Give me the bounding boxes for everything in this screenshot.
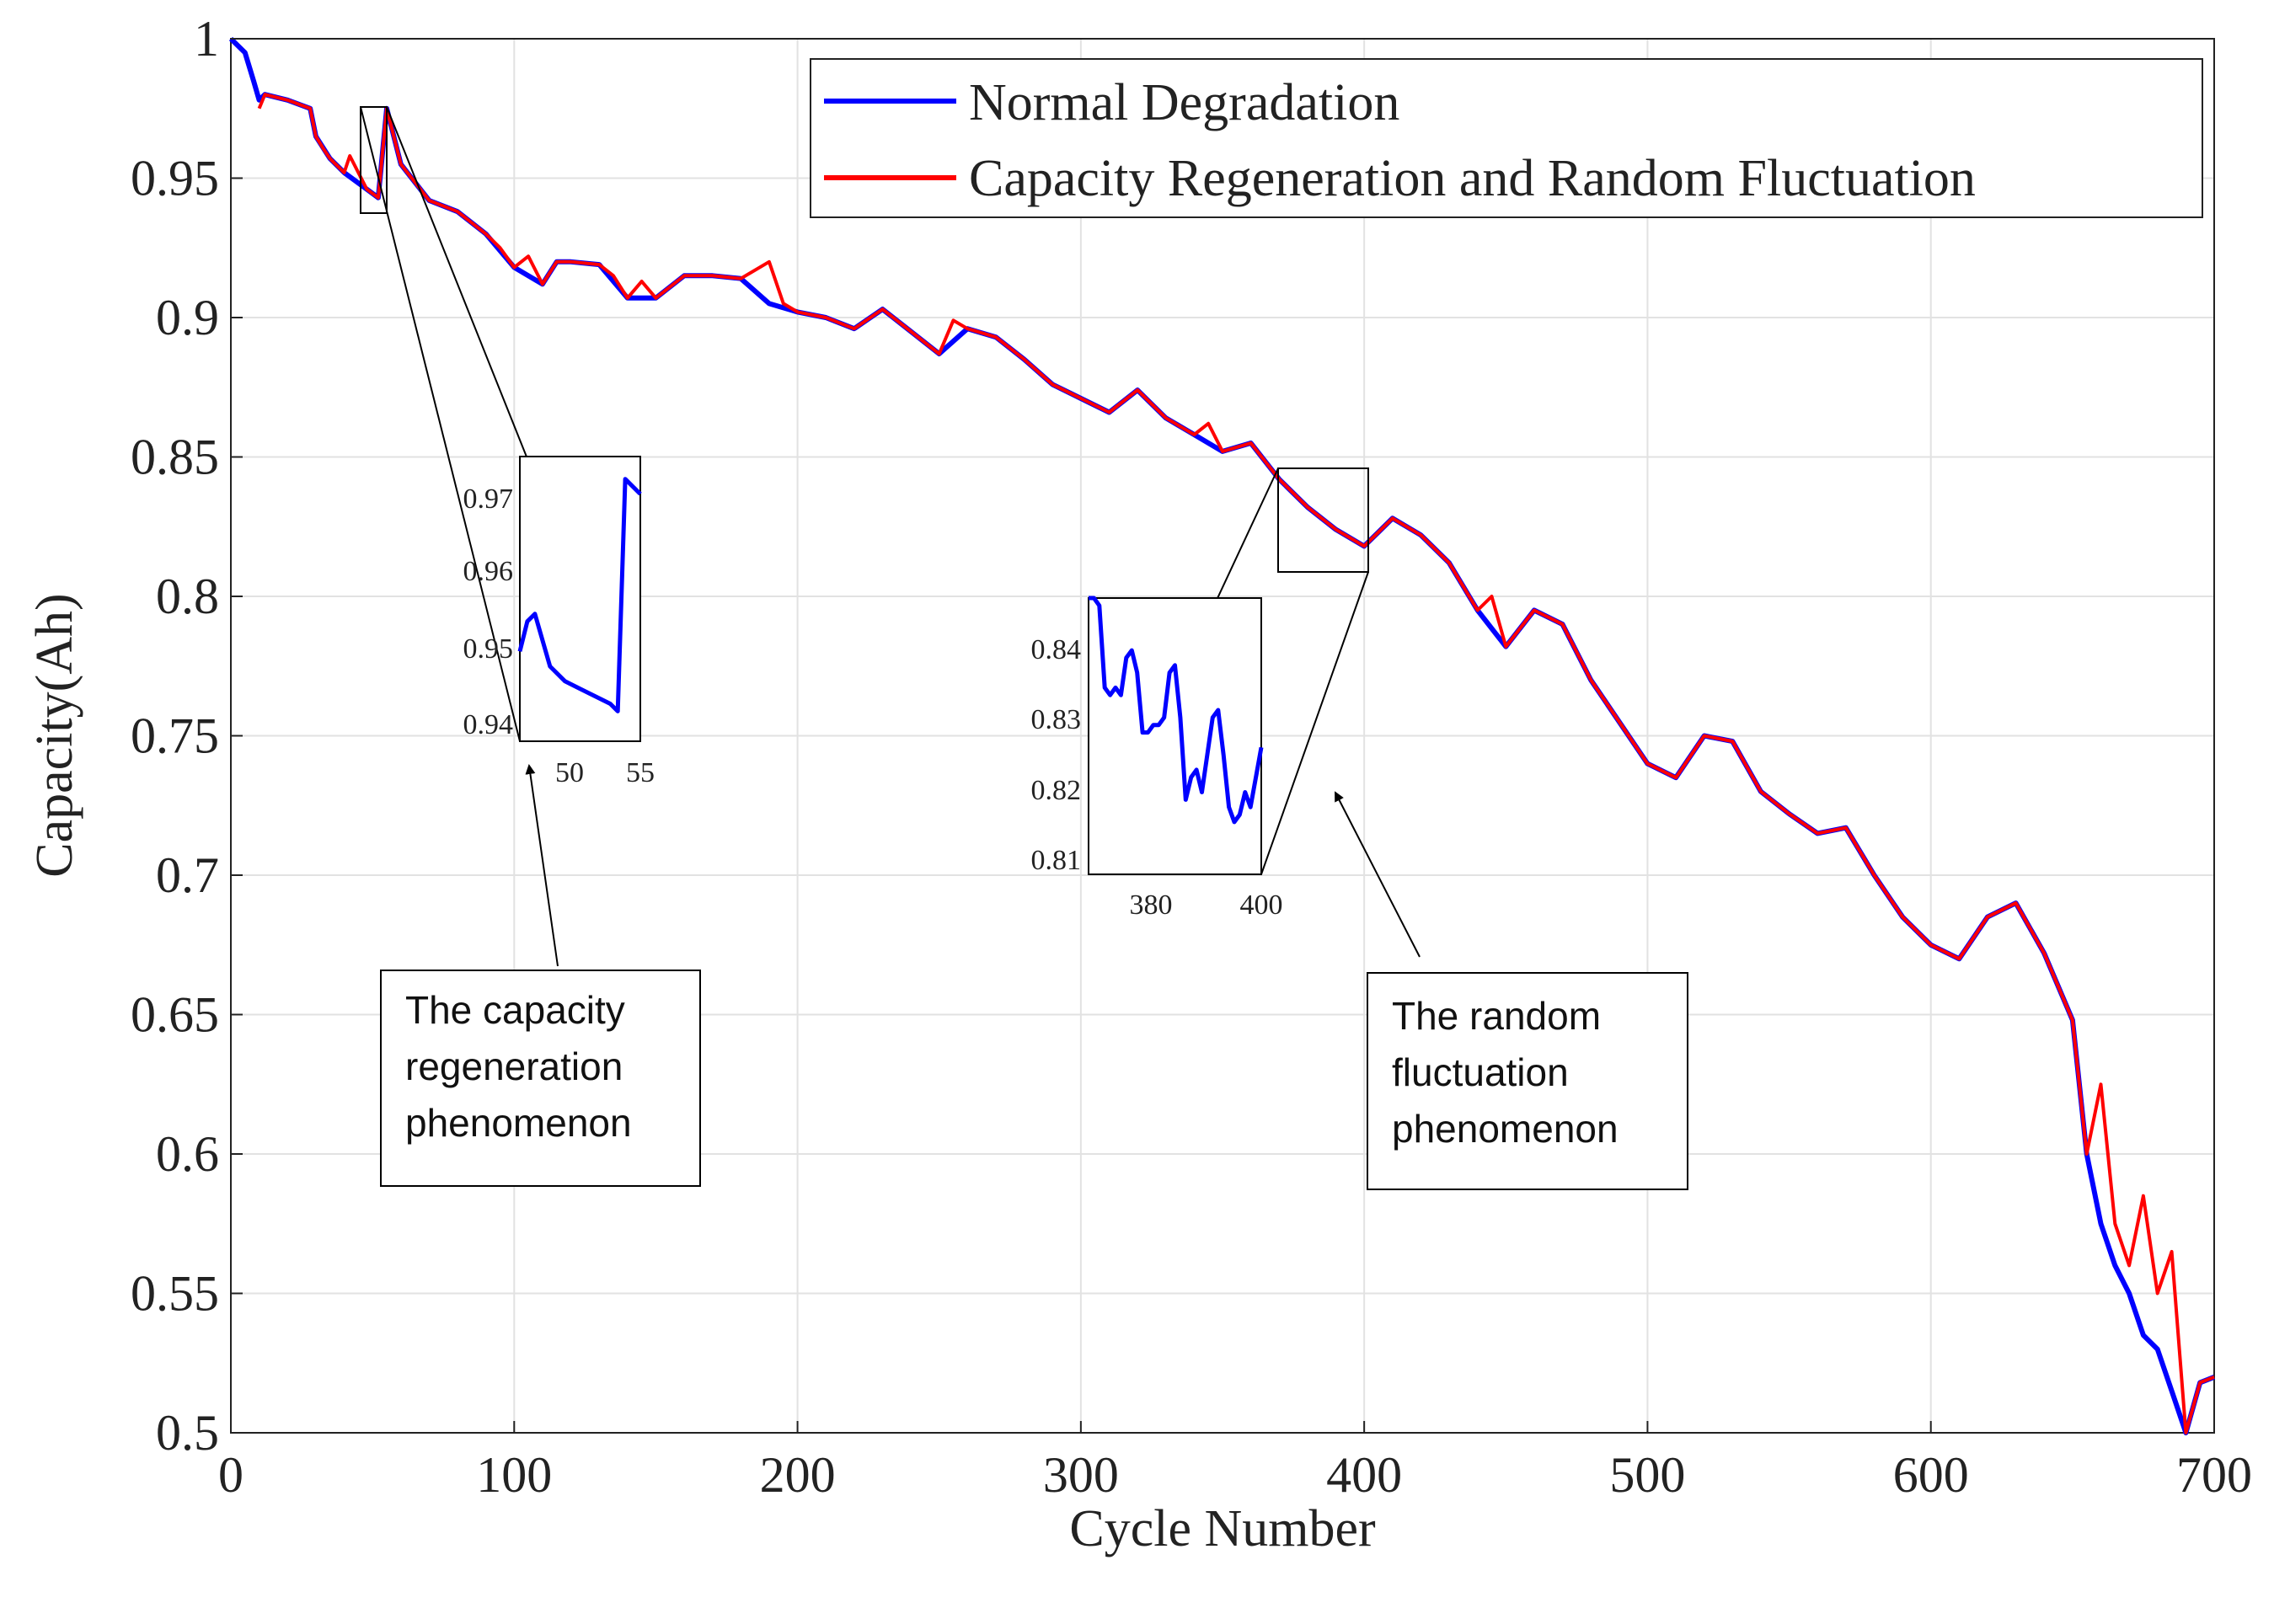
callout-line: The random	[1392, 994, 1601, 1038]
y-axis-label: Capacity(Ah)	[26, 593, 83, 877]
x-axis-label: Cycle Number	[1069, 1500, 1376, 1557]
inset-series-line	[1089, 596, 1264, 825]
x-tick-label: 300	[1043, 1447, 1119, 1503]
y-tick-label: 1	[194, 11, 219, 67]
x-tick-label: 200	[760, 1447, 836, 1503]
inset-y-tick: 0.97	[463, 483, 514, 515]
y-tick-label: 0.85	[131, 430, 219, 485]
inset-y-tick: 0.81	[1031, 845, 1082, 876]
axis-ticks: 0 100 200 300 400 500 600 700 0.5 0.55 0.6 0.65 0.7 0…	[131, 11, 2252, 1503]
callout-arrow	[1335, 791, 1421, 958]
callout-box	[1367, 972, 1688, 1190]
inset-x-tick: 400	[1240, 889, 1283, 921]
fluctuation-inset-frame	[1088, 597, 1262, 875]
y-tick-label: 0.9	[156, 290, 219, 345]
inset-x-tick: 55	[626, 757, 655, 788]
y-tick-label: 0.75	[131, 708, 219, 764]
callout-line: regeneration	[405, 1044, 623, 1088]
series-layer	[228, 36, 2216, 1435]
zoom-connector-line	[360, 106, 521, 742]
x-tick-label: 100	[476, 1447, 552, 1503]
fluctuation-callout: The random fluctuation phenomenon	[1335, 791, 1688, 1190]
callout-arrow	[525, 764, 559, 967]
series-line-1	[257, 93, 2215, 1434]
x-tick-label: 600	[1893, 1447, 1969, 1503]
zoom-connector-line	[1260, 571, 1369, 875]
y-tick-label: 0.8	[156, 569, 219, 624]
y-tick-label: 0.5	[156, 1405, 219, 1461]
x-tick-label: 0	[218, 1447, 243, 1503]
y-tick-label: 0.65	[131, 987, 219, 1043]
fluctuation-inset: 0.84 0.83 0.82 0.81 380 400	[1031, 596, 1283, 921]
regeneration-inset: 0.97 0.96 0.95 0.94 50 55	[463, 456, 655, 788]
regeneration-callout: The capacity regeneration phenomenon	[380, 764, 701, 1187]
x-tick-label: 500	[1609, 1447, 1685, 1503]
legend-label-normal: Normal Degradation	[969, 74, 1399, 131]
legend-label-regeneration: Capacity Regeneration and Random Fluctua…	[969, 150, 1976, 207]
callout-line: The capacity	[405, 988, 625, 1032]
callout-line: phenomenon	[405, 1101, 632, 1145]
inset-x-tick: 380	[1130, 889, 1173, 921]
zoom-connectors	[360, 106, 1369, 875]
inset-series-line	[517, 477, 642, 713]
inset-y-tick: 0.96	[463, 556, 514, 587]
y-tick-label: 0.95	[131, 151, 219, 206]
inset-y-tick: 0.94	[463, 709, 514, 740]
inset-y-tick: 0.95	[463, 633, 514, 665]
x-tick-label: 400	[1326, 1447, 1402, 1503]
zoom-source-box-fluctuation	[1277, 467, 1369, 573]
callout-line: phenomenon	[1392, 1107, 1619, 1151]
y-tick-label: 0.6	[156, 1126, 219, 1182]
inset-y-tick: 0.82	[1031, 775, 1082, 806]
y-tick-label: 0.7	[156, 847, 219, 903]
callout-line: fluctuation	[1392, 1050, 1569, 1094]
x-tick-label: 700	[2176, 1447, 2252, 1503]
zoom-source-box-regeneration	[360, 106, 388, 214]
legend-box	[810, 58, 2203, 218]
inset-x-tick: 50	[555, 757, 584, 788]
callout-box	[380, 970, 701, 1187]
legend: Normal Degradation Capacity Regeneration…	[810, 58, 2203, 218]
y-tick-label: 0.55	[131, 1266, 219, 1322]
inset-y-tick: 0.84	[1031, 634, 1082, 665]
inset-y-tick: 0.83	[1031, 704, 1082, 735]
